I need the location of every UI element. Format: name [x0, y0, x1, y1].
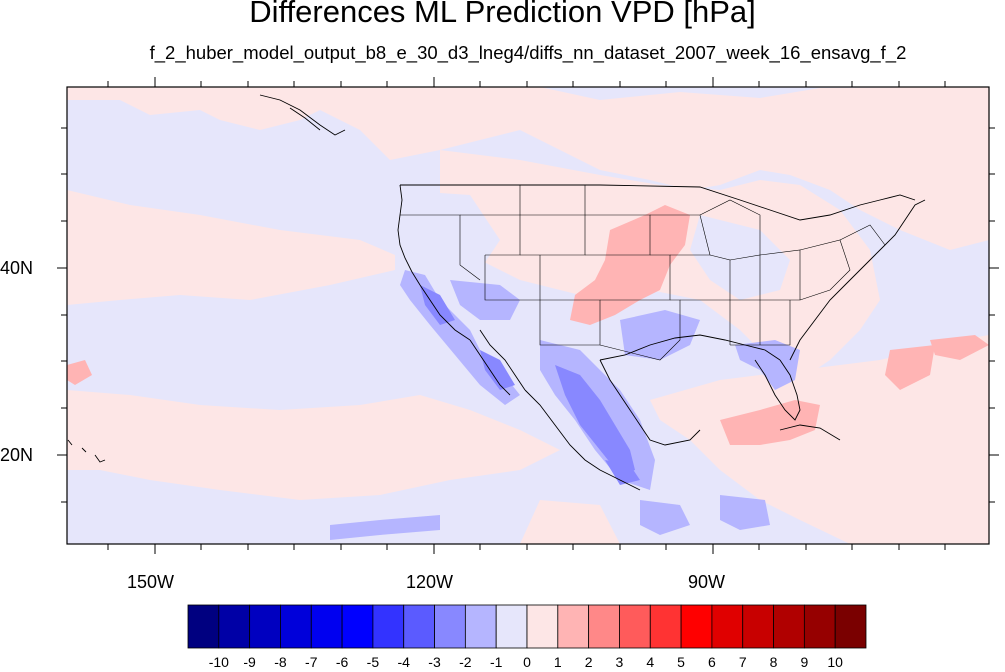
coastline-lines — [67, 94, 926, 491]
colorbar-swatch — [588, 604, 620, 649]
colorbar-swatch — [218, 604, 251, 649]
colorbar-tick-label: 1 — [553, 654, 562, 670]
colorbar-tick-label: 2 — [584, 654, 593, 670]
colorbar-tick-label: 5 — [677, 654, 685, 670]
colorbar-swatch — [680, 604, 713, 649]
colorbar-swatch — [711, 604, 744, 649]
lat-label-20n: 20N — [0, 445, 34, 465]
colorbar-tick-label: 10 — [827, 654, 843, 670]
colorbar-tick-label: 7 — [738, 654, 747, 670]
colorbar-tick-label: 0 — [523, 654, 531, 670]
colorbar-tick-label: -7 — [305, 654, 318, 670]
colorbar-swatch — [526, 604, 559, 649]
colorbar-tick-label: -4 — [397, 654, 410, 670]
colorbar-tick-label: -1 — [489, 654, 503, 670]
lon-label-90w: 90W — [688, 572, 726, 592]
state-boundary-lines — [400, 185, 886, 361]
colorbar-swatch — [557, 604, 590, 649]
negative-strong-regions — [420, 285, 640, 485]
colorbar-swatch — [773, 604, 805, 649]
colorbar-tick-label: 8 — [769, 654, 778, 670]
colorbar-swatch — [834, 604, 867, 649]
colorbar-tick-label: -5 — [366, 654, 380, 670]
colorbar-tick-label: 3 — [615, 654, 624, 670]
colorbar-swatch — [341, 604, 374, 649]
colorbar-tick-label: -10 — [208, 654, 229, 670]
map-field — [67, 87, 989, 544]
colorbar-tick-label: 4 — [646, 654, 655, 670]
colorbar-swatch — [649, 604, 682, 649]
colorbar-swatch — [464, 604, 497, 649]
map-subtitle: f_2_huber_model_output_b8_e_30_d3_lneg4/… — [149, 42, 907, 63]
colorbar-swatch — [187, 604, 220, 649]
colorbar — [187, 604, 867, 649]
colorbar-tick-label: -2 — [459, 654, 472, 670]
colorbar-swatch — [495, 604, 528, 649]
map-title: Differences ML Prediction VPD [hPa] — [249, 0, 756, 29]
neutral-blue-regions — [395, 190, 790, 300]
colorbar-swatch — [280, 604, 312, 649]
colorbar-tick-label: 6 — [708, 654, 716, 670]
colorbar-tick-label: -3 — [428, 654, 441, 670]
lon-label-150w: 150W — [127, 572, 175, 592]
colorbar-swatch — [742, 604, 774, 649]
axis-ticks — [57, 77, 999, 554]
colorbar-swatch — [310, 604, 343, 649]
colorbar-swatch — [434, 604, 466, 649]
colorbar-tick-label: -9 — [243, 654, 256, 670]
colorbar-swatch — [619, 604, 651, 649]
colorbar-swatch — [372, 604, 405, 649]
colorbar-swatch — [403, 604, 435, 649]
positive-medium-regions — [67, 205, 989, 445]
colorbar-tick-label: 9 — [800, 654, 809, 670]
colorbar-swatch — [249, 604, 281, 649]
colorbar-swatch — [803, 604, 836, 649]
lat-label-40n: 40N — [0, 258, 34, 278]
lon-label-120w: 120W — [406, 572, 454, 592]
colorbar-tick-label: -6 — [335, 654, 349, 670]
colorbar-tick-label: -8 — [274, 654, 287, 670]
